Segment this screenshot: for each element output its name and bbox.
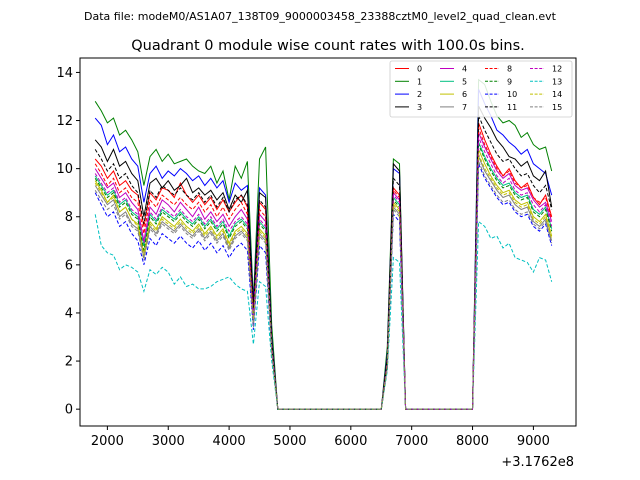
data-file-suptitle: Data file: modeM0/AS1A07_138T09_90000034… xyxy=(84,10,557,23)
legend-label-1: 1 xyxy=(417,77,422,86)
y-tick-label: 14 xyxy=(56,66,73,81)
series-line-7 xyxy=(94,156,553,410)
legend-label-0: 0 xyxy=(417,65,422,74)
legend-box xyxy=(389,60,573,118)
series-line-13 xyxy=(94,214,553,410)
legend-label-9: 9 xyxy=(507,77,512,86)
legend-label-4: 4 xyxy=(462,65,467,74)
legend-label-6: 6 xyxy=(462,90,467,99)
legend-label-3: 3 xyxy=(417,103,422,112)
series-line-1 xyxy=(94,78,553,410)
x-tick-label: 8000 xyxy=(456,434,489,449)
x-tick-label: 5000 xyxy=(273,434,306,449)
x-tick-label: 3000 xyxy=(152,434,185,449)
series-line-12 xyxy=(94,137,553,410)
chart-title: Quadrant 0 module wise count rates with … xyxy=(131,38,525,54)
x-tick-label: 9000 xyxy=(517,434,550,449)
x-axis-offset-label: +3.1762e8 xyxy=(501,455,574,470)
series-line-9 xyxy=(94,144,553,410)
y-tick-label: 4 xyxy=(65,306,73,321)
x-tick-label: 4000 xyxy=(213,434,246,449)
legend-label-13: 13 xyxy=(552,77,562,86)
legend-label-5: 5 xyxy=(462,77,467,86)
plot-area-frame xyxy=(79,57,577,427)
axis-ticks: 2000 3000 4000 5000 6000 7000 8000 900002468101… xyxy=(56,66,549,449)
y-tick-label: 10 xyxy=(56,162,73,177)
legend-label-15: 15 xyxy=(552,103,562,112)
legend-label-10: 10 xyxy=(507,90,517,99)
legend-label-2: 2 xyxy=(417,90,422,99)
legend-label-7: 7 xyxy=(462,103,467,112)
x-tick-label: 6000 xyxy=(334,434,367,449)
series-line-15 xyxy=(94,161,553,410)
series-line-2 xyxy=(94,89,553,410)
series-line-8 xyxy=(94,127,553,410)
y-tick-label: 2 xyxy=(65,355,73,370)
series-line-14 xyxy=(94,154,553,410)
y-tick-label: 6 xyxy=(65,258,73,273)
series-layer xyxy=(94,78,553,410)
y-tick-label: 12 xyxy=(56,114,73,129)
legend-label-8: 8 xyxy=(507,65,512,74)
legend-label-11: 11 xyxy=(507,103,517,112)
x-tick-label: 2000 xyxy=(91,434,124,449)
y-tick-label: 8 xyxy=(65,210,73,225)
legend-label-14: 14 xyxy=(552,90,562,99)
y-tick-label: 0 xyxy=(65,403,73,418)
x-tick-label: 7000 xyxy=(395,434,428,449)
series-line-3 xyxy=(94,105,553,410)
series-line-5 xyxy=(94,142,553,410)
legend-label-12: 12 xyxy=(552,65,562,74)
